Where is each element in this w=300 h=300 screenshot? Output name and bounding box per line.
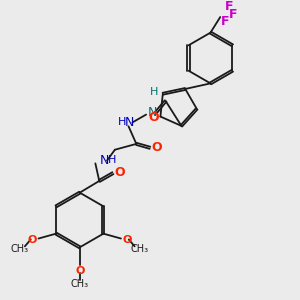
Text: O: O [114, 166, 125, 179]
Text: CH₃: CH₃ [11, 244, 29, 254]
Text: F: F [229, 8, 237, 21]
Text: CH₃: CH₃ [71, 279, 89, 290]
Text: F: F [225, 0, 233, 13]
Text: N: N [147, 106, 157, 119]
Text: H: H [118, 117, 126, 128]
Text: N: N [125, 116, 134, 129]
Text: O: O [122, 235, 131, 244]
Text: O: O [152, 141, 162, 154]
Text: H: H [108, 155, 116, 166]
Text: O: O [28, 235, 38, 244]
Text: O: O [75, 266, 84, 276]
Text: N: N [100, 154, 109, 167]
Text: F: F [221, 15, 230, 28]
Text: CH₃: CH₃ [130, 244, 148, 254]
Text: H: H [150, 87, 158, 97]
Text: O: O [148, 111, 159, 124]
